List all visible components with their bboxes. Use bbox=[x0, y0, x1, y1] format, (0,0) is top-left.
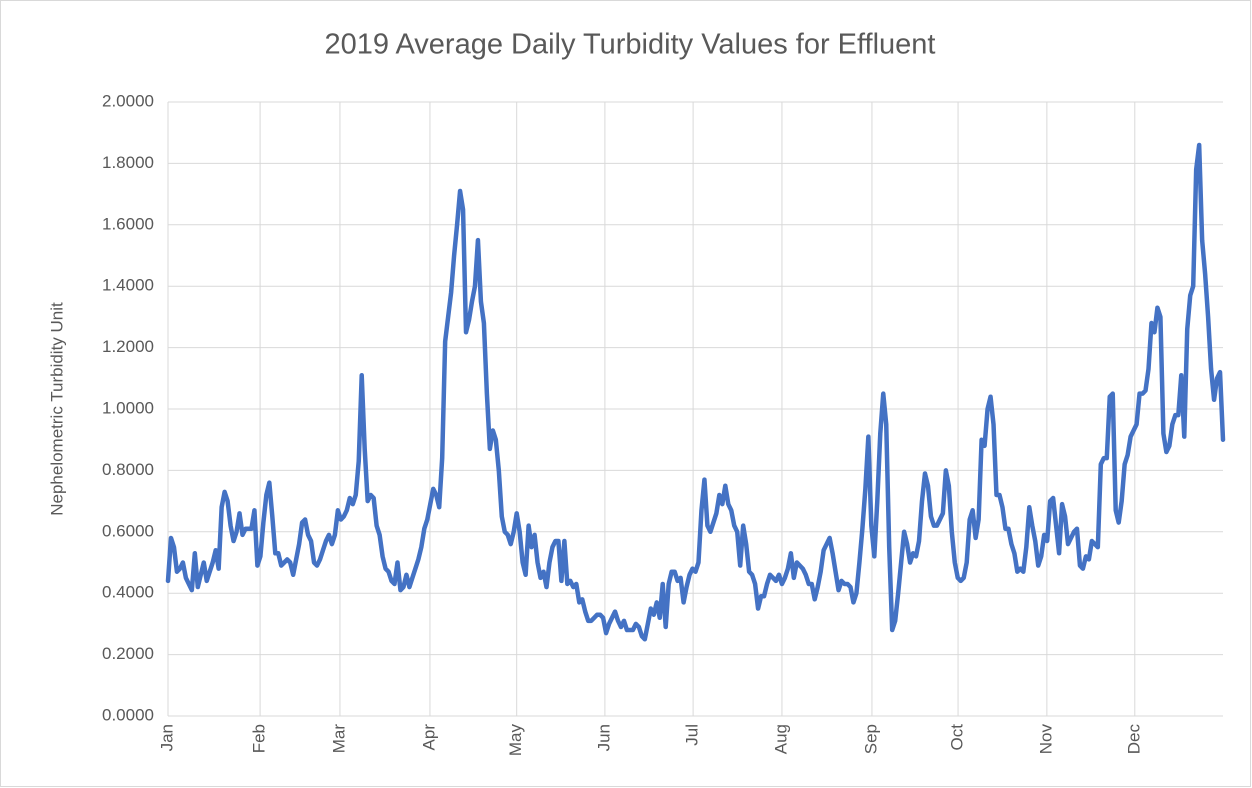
y-tick-label: 0.2000 bbox=[102, 644, 154, 663]
y-tick-label: 0.8000 bbox=[102, 460, 154, 479]
y-tick-label: 2.0000 bbox=[102, 91, 154, 110]
y-tick-label: 0.0000 bbox=[102, 705, 154, 724]
x-tick-label: May bbox=[506, 724, 525, 757]
data-line bbox=[165, 142, 1226, 642]
chart-title: 2019 Average Daily Turbidity Values for … bbox=[325, 29, 936, 61]
x-tick-label: Feb bbox=[250, 724, 269, 753]
x-tick-label: Mar bbox=[329, 724, 348, 754]
y-tick-label: 1.6000 bbox=[102, 214, 154, 233]
y-axis-label: Nephelometric Turbidity Unit bbox=[47, 302, 66, 516]
x-tick-label: Apr bbox=[419, 724, 438, 751]
x-tick-label: Aug bbox=[771, 724, 790, 754]
y-tick-label: 1.8000 bbox=[102, 153, 154, 172]
y-tick-label: 0.4000 bbox=[102, 583, 154, 602]
y-tick-label: 1.2000 bbox=[102, 337, 154, 356]
x-tick-label: Oct bbox=[948, 724, 967, 751]
x-tick-label: Jan bbox=[157, 724, 176, 751]
x-tick-label: Nov bbox=[1036, 724, 1055, 755]
x-tick-label: Jun bbox=[594, 724, 613, 751]
y-tick-label: 1.0000 bbox=[102, 398, 154, 417]
y-tick-label: 0.6000 bbox=[102, 521, 154, 540]
x-tick-label: Sep bbox=[861, 724, 880, 754]
x-tick-label: Jul bbox=[683, 724, 702, 746]
y-tick-label: 1.4000 bbox=[102, 276, 154, 295]
x-tick-label: Dec bbox=[1124, 724, 1143, 755]
